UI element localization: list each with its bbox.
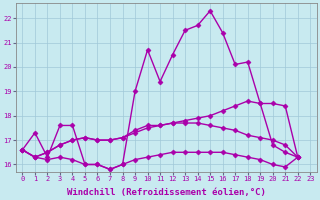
X-axis label: Windchill (Refroidissement éolien,°C): Windchill (Refroidissement éolien,°C)	[67, 188, 266, 197]
